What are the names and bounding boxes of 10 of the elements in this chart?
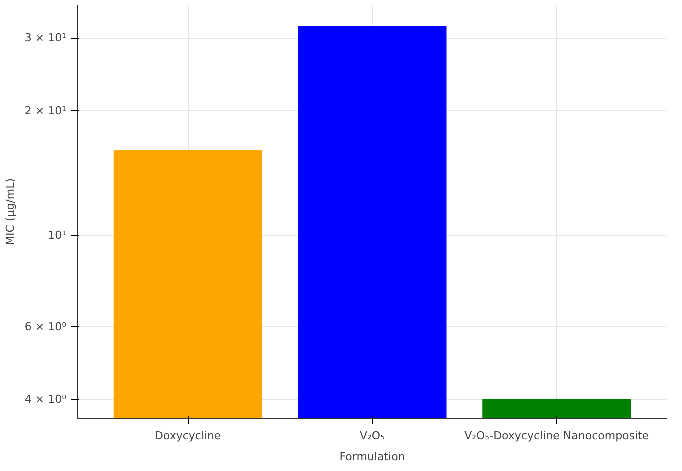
y-tick-label: 6 × 10⁰ [24, 320, 68, 334]
y-tick-label: 10¹ [48, 228, 67, 242]
y-tick-label: 3 × 10¹ [24, 32, 67, 45]
x-tick-label: V₂O₅ [360, 430, 386, 442]
x-tick-label: V₂O₅-Doxycycline Nanocomposite [464, 430, 650, 442]
y-tick-label: 4 × 10⁰ [24, 393, 68, 406]
x-tick-label: Doxycycline [154, 430, 222, 442]
y-axis-title: MIC (µg/mL) [4, 178, 17, 246]
y-tick-label: 2 × 10¹ [24, 104, 67, 118]
x-axis-title: Formulation [340, 450, 406, 464]
